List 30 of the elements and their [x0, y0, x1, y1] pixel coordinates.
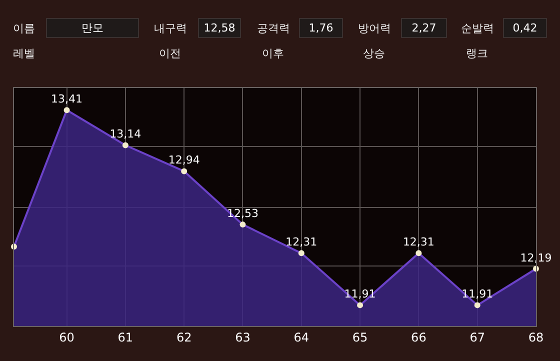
text: 0,42 [512, 22, 538, 34]
text: 상승 [363, 47, 385, 60]
text: 1,76 [308, 22, 334, 34]
x-tick-label: 60 [59, 330, 74, 344]
x-tick-label: 68 [528, 330, 544, 344]
text: 순발력 [461, 22, 494, 35]
text: 만모 [82, 22, 104, 34]
text: 방어력 [358, 22, 391, 35]
data-label: 13,41 [51, 92, 83, 106]
x-tick-label: 64 [294, 330, 310, 344]
x-tick-label: 66 [411, 330, 426, 344]
data-label: 12,94 [168, 154, 200, 167]
x-tick-label: 65 [352, 330, 368, 344]
x-tick-label: 62 [176, 330, 192, 344]
text: 내구력 [154, 22, 187, 35]
text: 12,58 [204, 22, 236, 34]
text: 공격력 [257, 22, 290, 35]
x-tick-label: 67 [470, 330, 485, 344]
data-label: 13,14 [110, 128, 142, 141]
text: 이전 [159, 47, 181, 60]
x-tick-label: 63 [235, 330, 250, 344]
text: 레벨 [13, 47, 35, 60]
text: 랭크 [466, 47, 488, 60]
data-label: 12,31 [286, 236, 318, 249]
x-tick-label: 61 [118, 330, 134, 344]
text: 이름 [13, 22, 35, 35]
text: 2,27 [412, 22, 436, 34]
data-label: 12,19 [520, 251, 552, 264]
text: 이후 [262, 47, 284, 60]
data-label: 12,31 [402, 236, 434, 249]
